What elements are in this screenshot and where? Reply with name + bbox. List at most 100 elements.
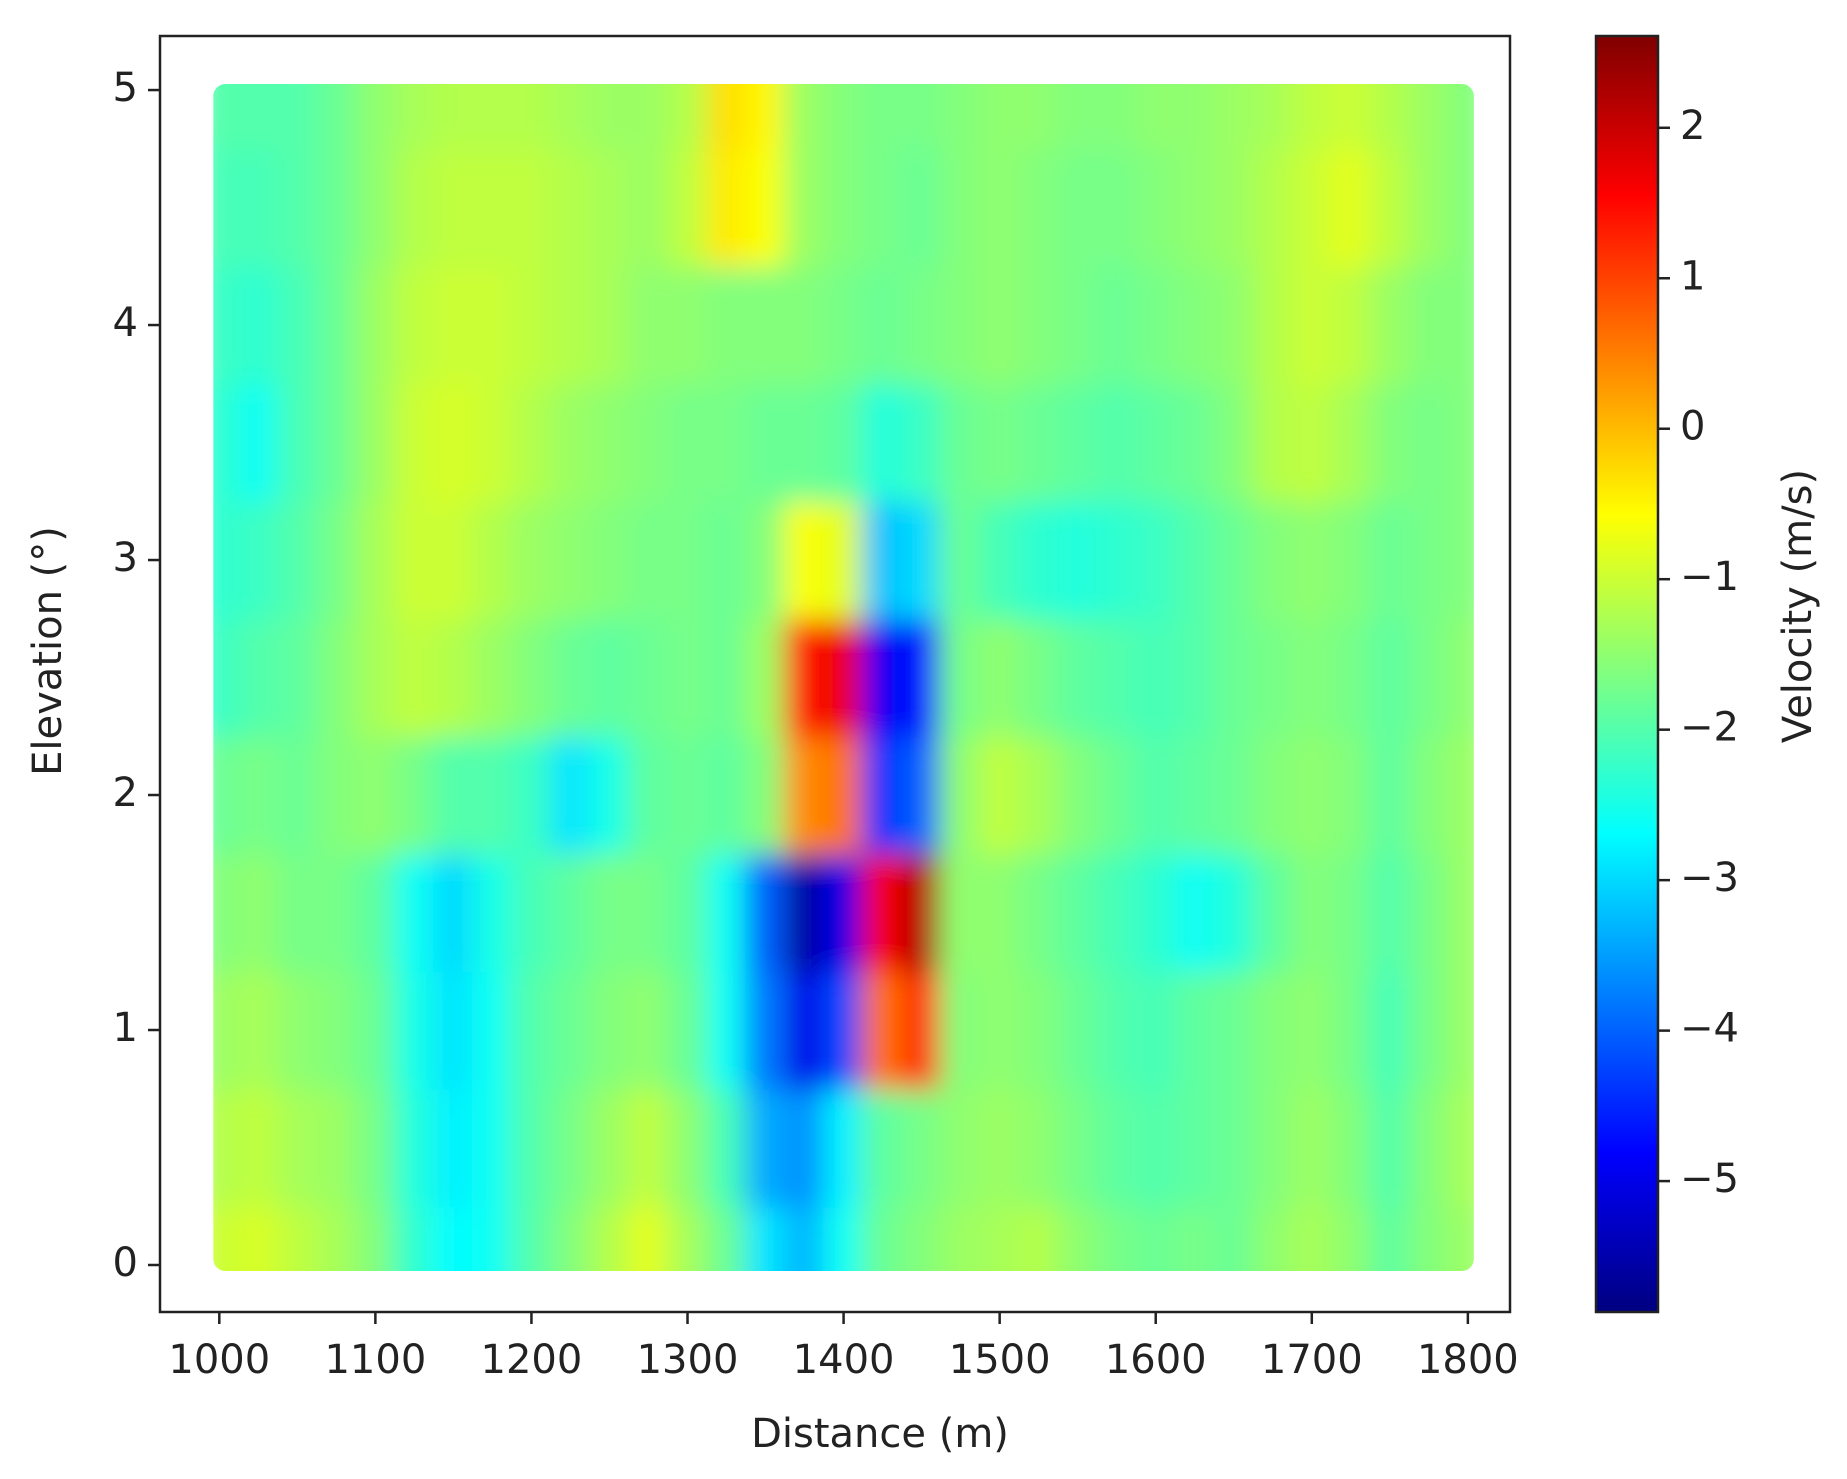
heatmap-cell	[393, 735, 435, 855]
heatmap-cell	[237, 84, 279, 150]
heatmap-cell	[940, 1087, 982, 1208]
heatmap-cell	[549, 617, 591, 738]
heatmap-cell	[1174, 970, 1216, 1090]
heatmap-cell	[1057, 735, 1099, 855]
heatmap-cell	[901, 735, 943, 855]
heatmap-cell	[862, 382, 904, 503]
heatmap-cell	[1408, 84, 1450, 150]
heatmap-cell	[627, 1205, 670, 1272]
heatmap-cell	[1057, 1087, 1099, 1208]
heatmap-cell	[901, 382, 943, 503]
heatmap-cell	[1135, 84, 1177, 150]
heatmap-cell	[1018, 265, 1060, 385]
heatmap-cell	[471, 735, 513, 855]
heatmap-cell	[237, 970, 279, 1090]
heatmap-cell	[510, 970, 552, 1090]
heatmap-cell	[667, 265, 709, 385]
heatmap-cell	[706, 147, 748, 268]
heatmap-cell	[354, 1205, 396, 1272]
y-tick-label: 4	[113, 300, 138, 346]
heatmap-cell	[745, 382, 787, 503]
heatmap-cell	[237, 852, 279, 973]
heatmap	[213, 84, 1474, 1272]
heatmap-cell	[862, 147, 904, 268]
heatmap-cell	[627, 1087, 670, 1208]
heatmap-cell	[940, 852, 982, 973]
heatmap-cell	[1369, 147, 1411, 268]
heatmap-cell	[823, 735, 865, 855]
heatmap-cell	[979, 970, 1021, 1090]
heatmap-cell	[1174, 147, 1216, 268]
heatmap-cell	[1447, 1205, 1474, 1272]
heatmap-cell	[315, 84, 357, 150]
colorbar-tick-label: −2	[1680, 705, 1739, 751]
heatmap-cell	[667, 735, 709, 855]
heatmap-cell	[471, 500, 513, 620]
heatmap-cell	[549, 970, 591, 1090]
heatmap-cell	[432, 84, 474, 150]
heatmap-cell	[588, 265, 630, 385]
heatmap-cell	[213, 617, 240, 738]
heatmap-cell	[1096, 265, 1138, 385]
heatmap-cell	[1135, 735, 1177, 855]
heatmap-cell	[471, 382, 513, 503]
heatmap-cell	[1252, 617, 1294, 738]
heatmap-cell	[1291, 1087, 1333, 1208]
heatmap-cell	[1057, 500, 1099, 620]
heatmap-cell	[1135, 970, 1177, 1090]
heatmap-cell	[1096, 735, 1138, 855]
heatmap-cell	[627, 147, 670, 268]
heatmap-cell	[1174, 1087, 1216, 1208]
heatmap-cell	[432, 382, 474, 503]
heatmap-cell	[667, 852, 709, 973]
heatmap-cell	[1096, 84, 1138, 150]
heatmap-cells	[213, 84, 1474, 1272]
heatmap-cell	[393, 265, 435, 385]
heatmap-cell	[1408, 1205, 1450, 1272]
heatmap-cell	[667, 84, 709, 150]
heatmap-cell	[471, 617, 513, 738]
y-tick-label: 0	[113, 1240, 138, 1286]
heatmap-cell	[510, 147, 552, 268]
heatmap-cell	[667, 1087, 709, 1208]
heatmap-cell	[1213, 1087, 1255, 1208]
heatmap-cell	[1174, 1205, 1216, 1272]
heatmap-cell	[237, 617, 279, 738]
heatmap-cell	[1174, 382, 1216, 503]
heatmap-cell	[784, 382, 826, 503]
heatmap-cell	[1369, 735, 1411, 855]
y-tick-label: 5	[113, 65, 138, 111]
heatmap-cell	[432, 617, 474, 738]
heatmap-cell	[745, 500, 787, 620]
heatmap-cell	[1135, 265, 1177, 385]
heatmap-cell	[510, 1205, 552, 1272]
heatmap-cell	[510, 1087, 552, 1208]
heatmap-cell	[1291, 265, 1333, 385]
heatmap-cell	[1369, 382, 1411, 503]
heatmap-cell	[979, 265, 1021, 385]
heatmap-cell	[706, 382, 748, 503]
heatmap-cell	[745, 147, 787, 268]
heatmap-cell	[862, 735, 904, 855]
heatmap-cell	[549, 147, 591, 268]
heatmap-cell	[1408, 852, 1450, 973]
heatmap-cell	[823, 84, 865, 150]
x-tick-label: 1300	[637, 1337, 739, 1383]
heatmap-cell	[354, 970, 396, 1090]
heatmap-cell	[1018, 84, 1060, 150]
heatmap-cell	[1291, 852, 1333, 973]
heatmap-cell	[940, 147, 982, 268]
heatmap-cell	[979, 735, 1021, 855]
heatmap-cell	[1330, 1205, 1372, 1272]
heatmap-cell	[1447, 500, 1474, 620]
heatmap-cell	[745, 1205, 787, 1272]
heatmap-cell	[1174, 265, 1216, 385]
heatmap-cell	[901, 852, 943, 973]
heatmap-cell	[354, 147, 396, 268]
heatmap-cell	[276, 265, 318, 385]
heatmap-cell	[1291, 735, 1333, 855]
heatmap-cell	[784, 1205, 826, 1272]
heatmap-cell	[1447, 970, 1474, 1090]
heatmap-cell	[784, 852, 826, 973]
heatmap-cell	[588, 1205, 630, 1272]
